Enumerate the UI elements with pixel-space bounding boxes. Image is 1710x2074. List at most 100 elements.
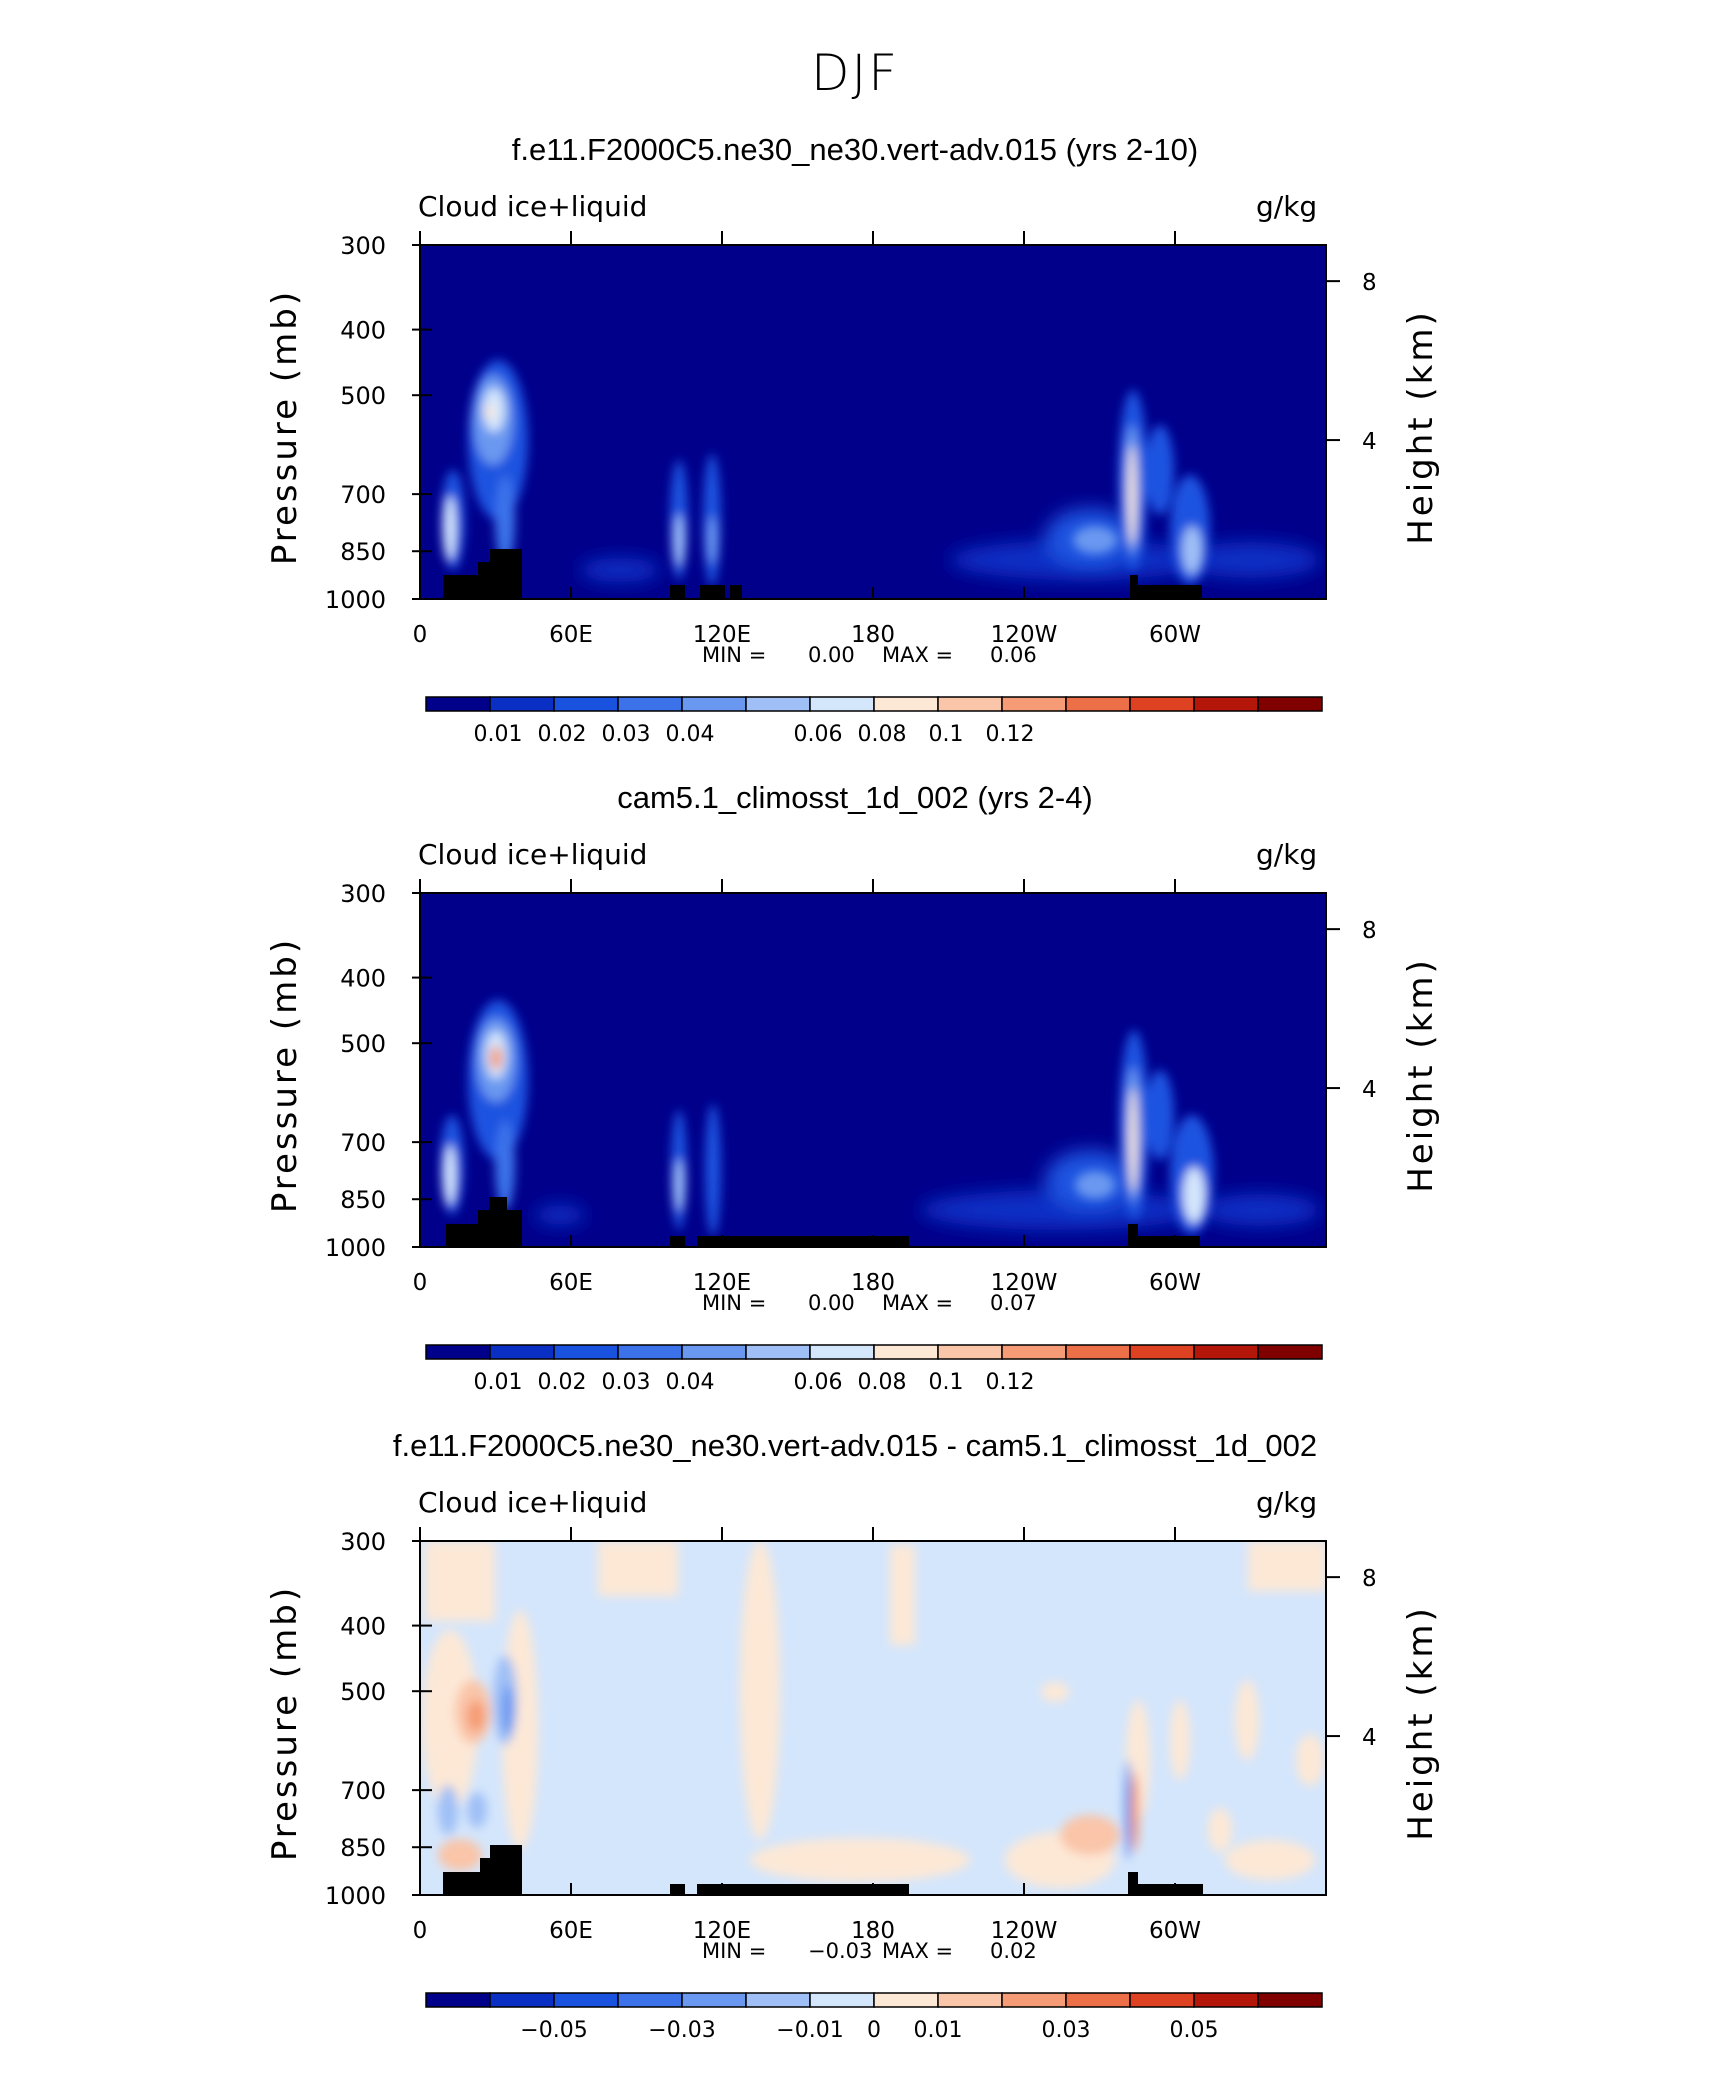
- min-value: 0.00: [808, 1291, 855, 1315]
- y-tick-label: 400: [340, 1613, 386, 1641]
- panel3-topography-mask: [443, 1845, 1203, 1895]
- y2-tick-label: 8: [1362, 918, 1377, 944]
- colorbar-swatch: [1065, 1344, 1131, 1360]
- max-value: 0.06: [990, 643, 1037, 667]
- colorbar-swatch: [425, 1344, 491, 1360]
- x-tick-label: 0: [413, 1918, 428, 1944]
- colorbar-swatch: [489, 696, 555, 712]
- colorbar-swatch: [553, 1992, 619, 2008]
- colorbar-label: 0.08: [858, 722, 907, 747]
- colorbar-label: 0.01: [474, 722, 523, 747]
- panel2-axes: 0 60E 120E 180 120W 60W 300 400 500 700 850 1000 8 4 P…: [265, 879, 1441, 1315]
- colorbar-label: 0.06: [794, 722, 843, 747]
- colorbar-label: 0.03: [602, 1370, 651, 1395]
- colorbar-label: 0.1: [929, 1370, 964, 1395]
- colorbar-swatch: [873, 1992, 939, 2008]
- y-tick-label: 700: [340, 1777, 386, 1805]
- colorbar-swatch: [937, 1992, 1003, 2008]
- colorbar-swatch: [1193, 1992, 1259, 2008]
- max-label: MAX =: [882, 643, 953, 667]
- colorbar-swatch: [1129, 696, 1195, 712]
- figure-title: DJF: [810, 44, 899, 102]
- colorbar-swatch: [1001, 1344, 1067, 1360]
- panel3-plot: [420, 1541, 1326, 1895]
- colorbar-3: −0.05 −0.03 −0.01 0 0.01 0.03 0.05: [425, 1992, 1323, 2043]
- colorbar-swatch: [745, 1992, 811, 2008]
- y2-tick-label: 8: [1362, 270, 1377, 296]
- x-tick-label: 120W: [991, 1918, 1058, 1944]
- colorbar-swatch: [1001, 696, 1067, 712]
- colorbar-2: 0.01 0.02 0.03 0.04 0.06 0.08 0.1 0.12: [425, 1344, 1323, 1395]
- colorbar-label: 0.04: [666, 1370, 715, 1395]
- panel1-topography-mask: [443, 549, 1202, 599]
- panel1-axes: 0 60E 120E 180 120W 60W 300 400 500 700 850 1000 8 4 P…: [265, 231, 1441, 667]
- x-tick-label: 180: [851, 1918, 895, 1944]
- colorbar-label: 0.03: [602, 722, 651, 747]
- colorbar-label: 0.04: [666, 722, 715, 747]
- colorbar-swatch: [425, 1992, 491, 2008]
- y2-axis-label: Height (km): [1401, 957, 1441, 1193]
- x-tick-label: 120E: [693, 1270, 751, 1296]
- x-tick-label: 180: [851, 1270, 895, 1296]
- y2-tick-label: 8: [1362, 1566, 1377, 1592]
- y-tick-label: 850: [340, 1186, 386, 1214]
- colorbar-label: −0.05: [520, 2018, 587, 2043]
- colorbar-label: 0.12: [986, 1370, 1035, 1395]
- colorbar-swatch: [489, 1992, 555, 2008]
- panel2-title: cam5.1_climosst_1d_002 (yrs 2-4): [617, 780, 1093, 815]
- y-tick-label: 300: [340, 1528, 386, 1556]
- colorbar-swatch: [617, 1992, 683, 2008]
- y-tick-label: 1000: [325, 586, 386, 614]
- y-tick-label: 850: [340, 538, 386, 566]
- y-tick-label: 500: [340, 382, 386, 410]
- y-axis-label: Pressure (mb): [265, 1585, 305, 1861]
- colorbar-label: 0.02: [538, 1370, 587, 1395]
- colorbar-swatch: [1257, 1992, 1323, 2008]
- min-label: MIN =: [702, 1939, 766, 1963]
- x-tick-label: 0: [413, 622, 428, 648]
- colorbar-swatch: [1001, 1992, 1067, 2008]
- panel1-field-label: Cloud ice+liquid: [418, 190, 648, 223]
- colorbar-swatch: [553, 696, 619, 712]
- colorbar-swatch: [937, 696, 1003, 712]
- x-tick-label: 0: [413, 1270, 428, 1296]
- panel2-topography-mask: [446, 1197, 1200, 1247]
- y2-tick-label: 4: [1362, 1725, 1377, 1751]
- colorbar-swatch: [489, 1344, 555, 1360]
- colorbar-label: 0.02: [538, 722, 587, 747]
- max-value: 0.07: [990, 1291, 1037, 1315]
- colorbar-swatch: [873, 696, 939, 712]
- y2-axis-label: Height (km): [1401, 1605, 1441, 1841]
- y-tick-label: 850: [340, 1834, 386, 1862]
- min-value: −0.03: [808, 1939, 872, 1963]
- x-tick-label: 120W: [991, 1270, 1058, 1296]
- colorbar-label: −0.03: [648, 2018, 715, 2043]
- panel3-units-label: g/kg: [1256, 1486, 1318, 1519]
- colorbar-label: 0.05: [1170, 2018, 1219, 2043]
- y-tick-label: 300: [340, 232, 386, 260]
- max-label: MAX =: [882, 1939, 953, 1963]
- panel3-title: f.e11.F2000C5.ne30_ne30.vert-adv.015 - c…: [392, 1428, 1318, 1463]
- x-tick-label: 120W: [991, 622, 1058, 648]
- colorbar-label: −0.01: [776, 2018, 843, 2043]
- colorbar-swatch: [681, 1992, 747, 2008]
- colorbar-swatch: [681, 696, 747, 712]
- y-tick-label: 400: [340, 965, 386, 993]
- colorbar-swatch: [1193, 696, 1259, 712]
- colorbar-swatch: [745, 1344, 811, 1360]
- colorbar-swatch: [1257, 1344, 1323, 1360]
- panel2-plot: [420, 893, 1326, 1247]
- panel1-plot: [420, 245, 1326, 599]
- panel3-field-label: Cloud ice+liquid: [418, 1486, 648, 1519]
- x-tick-label: 60W: [1149, 622, 1201, 648]
- colorbar-label: 0.08: [858, 1370, 907, 1395]
- colorbar-swatch: [809, 1992, 875, 2008]
- colorbar-swatch: [1193, 1344, 1259, 1360]
- colorbar-swatch: [1129, 1992, 1195, 2008]
- colorbar-swatch: [1257, 696, 1323, 712]
- y-axis-label: Pressure (mb): [265, 937, 305, 1213]
- y-axis-label: Pressure (mb): [265, 289, 305, 565]
- x-tick-label: 60E: [549, 622, 593, 648]
- colorbar-swatch: [745, 696, 811, 712]
